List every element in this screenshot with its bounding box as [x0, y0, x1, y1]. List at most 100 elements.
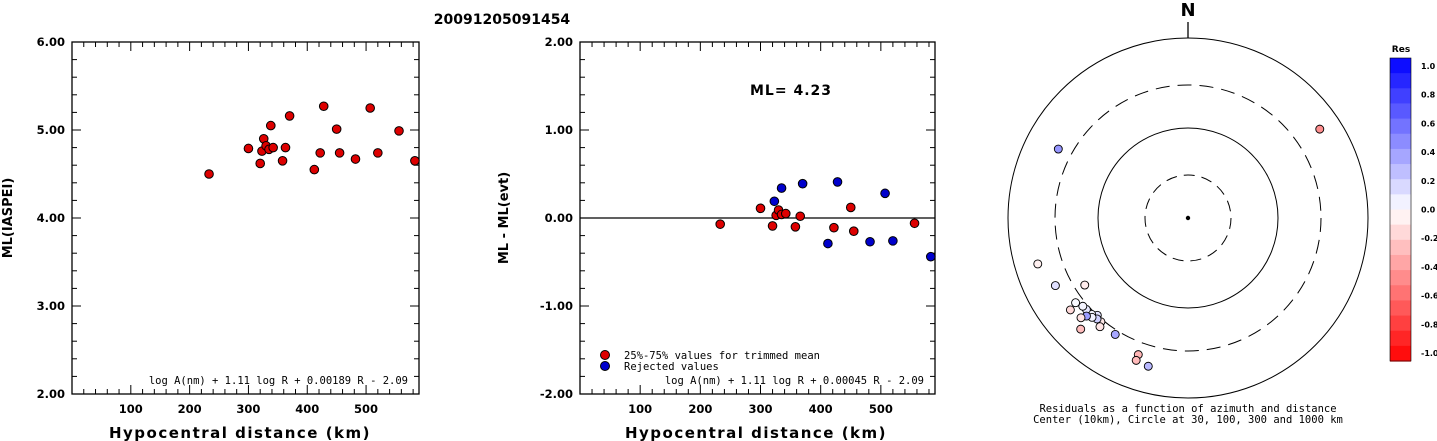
colorbar-tick-label: 0.6: [1421, 119, 1436, 128]
colorbar-segment: [1390, 345, 1411, 362]
legend-marker-rejected: [600, 361, 610, 371]
chart2-xtick-label: 500: [869, 402, 893, 416]
colorbar-segment: [1390, 133, 1411, 150]
legend-label-rejected: Rejected values: [624, 361, 719, 373]
colorbar-tick-label: -0.4: [1421, 263, 1437, 272]
colorbar-tick-label: 0.0: [1421, 206, 1436, 215]
polar-point: [1131, 355, 1141, 365]
chart2-ytick-label: 2.00: [545, 35, 573, 49]
colorbar-segment: [1390, 270, 1411, 286]
chart2-point: [790, 222, 801, 232]
colorbar-segment: [1390, 58, 1411, 74]
epicenter-marker: [1185, 215, 1191, 221]
chart1-point: [334, 148, 345, 158]
circle-1000km: [1007, 37, 1369, 399]
chart1-xtick-label: 200: [178, 402, 202, 416]
figure-title: 20091205091454: [434, 12, 571, 28]
chart1-point: [410, 156, 420, 166]
colorbar-segment: [1390, 300, 1411, 317]
chart2-ylabel: ML - ML(evt): [497, 172, 512, 264]
chart2-formula: log A(nm) + 1.11 log R + 0.00045 R - 2.0…: [665, 375, 924, 387]
chart2-ytick-label: 0.00: [545, 211, 573, 225]
colorbar-segment: [1390, 164, 1411, 180]
chart1-plot: 100 200 300 400 500 2.00 3.00 4.00 5.00 6.00: [37, 35, 420, 416]
chart1-ytick-label: 6.00: [37, 35, 65, 49]
colorbar-title: Res: [1392, 45, 1410, 55]
chart2-point: [845, 202, 856, 213]
polar-point: [1053, 144, 1063, 154]
chart1-point: [255, 158, 266, 169]
legend-label-trimmed: 25%-75% values for trimmed mean: [624, 350, 820, 362]
chart1-point: [315, 148, 325, 158]
chart1-ytick-label: 2.00: [37, 387, 65, 401]
ml-residual-chart: 100 200 300 400 500 -2.00 -1.00 0.00 1.00 2.00 ML…: [497, 35, 936, 441]
polar-point: [1095, 322, 1105, 332]
colorbar-tick-label: -0.8: [1421, 320, 1437, 329]
legend-marker-trimmed: [600, 350, 610, 360]
colorbar-tick-label: -0.6: [1421, 292, 1437, 301]
chart1-point: [331, 124, 342, 134]
chart1-point: [318, 101, 329, 112]
chart1-ytick-label: 4.00: [37, 211, 65, 225]
chart2-point: [865, 236, 875, 247]
circle-300km: [1054, 84, 1322, 352]
chart1-ytick-label: 5.00: [37, 123, 65, 137]
chart1-xlabel: Hypocentral distance (km): [109, 424, 371, 441]
chart1-point: [277, 156, 288, 166]
chart1-point: [265, 120, 276, 131]
chart2-point: [797, 178, 808, 189]
polar-point: [1050, 281, 1060, 291]
circle-100km: [1097, 127, 1279, 309]
chart1-formula: log A(nm) + 1.11 log R + 0.00189 R - 2.0…: [149, 375, 408, 387]
colorbar-segment: [1390, 194, 1411, 211]
chart1-xtick-label: 400: [295, 402, 319, 416]
chart2-xtick-label: 200: [688, 402, 712, 416]
chart2-point: [767, 221, 778, 231]
chart2-ytick-label: -2.00: [540, 387, 573, 401]
chart1-point: [280, 142, 291, 153]
colorbar-outline: [1389, 57, 1412, 362]
chart1-point: [204, 169, 214, 179]
polar-caption-line2: Center (10km), Circle at 30, 100, 300 an…: [1033, 414, 1343, 426]
chart2-point: [780, 208, 791, 219]
chart2-point: [829, 222, 839, 233]
chart2-xtick-label: 400: [809, 402, 833, 416]
chart2-point: [909, 218, 920, 229]
chart1-xtick-label: 500: [354, 402, 378, 416]
colorbar-tick-label: -0.2: [1421, 234, 1437, 243]
chart2-point: [715, 219, 725, 229]
chart2-point: [880, 188, 890, 199]
colorbar-tick-label: 0.2: [1421, 177, 1435, 186]
chart2-legend: 25%-75% values for trimmed mean Rejected…: [600, 350, 820, 373]
colorbar-segment: [1390, 209, 1411, 226]
north-label: N: [1180, 0, 1195, 21]
polar-points: [1033, 124, 1325, 371]
ml-iaspei-chart: 100 200 300 400 500 2.00 3.00 4.00 5.00 6.00 ML(I…: [1, 35, 420, 441]
chart2-point: [795, 211, 806, 222]
polar-point: [1065, 305, 1075, 315]
residual-colorbar: Res 1.0 0.8 0.6 0.4 0.2 0.0 -0.2 -0.4 -0.6 -0.8 -1…: [1389, 45, 1437, 362]
polar-point: [1076, 313, 1086, 323]
chart1-xtick-label: 100: [119, 402, 143, 416]
chart2-plot: 100 200 300 400 500 -2.00 -1.00 0.00 1.00 2.00: [540, 35, 936, 416]
chart1-point: [284, 111, 295, 121]
colorbar-segment: [1390, 179, 1411, 195]
circle-30km: [1144, 174, 1232, 262]
polar-point: [1080, 280, 1090, 290]
chart1-point: [365, 103, 375, 113]
colorbar-segment: [1390, 118, 1411, 135]
colorbar-segment: [1390, 330, 1411, 347]
chart2-annotation: ML= 4.23: [750, 83, 832, 99]
colorbar-segment: [1390, 285, 1411, 301]
chart2-point: [755, 203, 766, 214]
colorbar-scale: 1.0 0.8 0.6 0.4 0.2 0.0 -0.2 -0.4 -0.6 -0.8 -1.0: [1389, 57, 1437, 362]
colorbar-tick-label: 0.4: [1421, 148, 1436, 157]
polar-point: [1143, 361, 1153, 371]
chart2-ytick-label: -1.00: [540, 299, 573, 313]
colorbar-tick-label: 0.8: [1421, 91, 1436, 100]
chart2-xlabel: Hypocentral distance (km): [625, 424, 887, 441]
chart1-point: [394, 126, 404, 136]
chart2-xtick-label: 300: [749, 402, 773, 416]
chart2-point: [776, 183, 787, 193]
